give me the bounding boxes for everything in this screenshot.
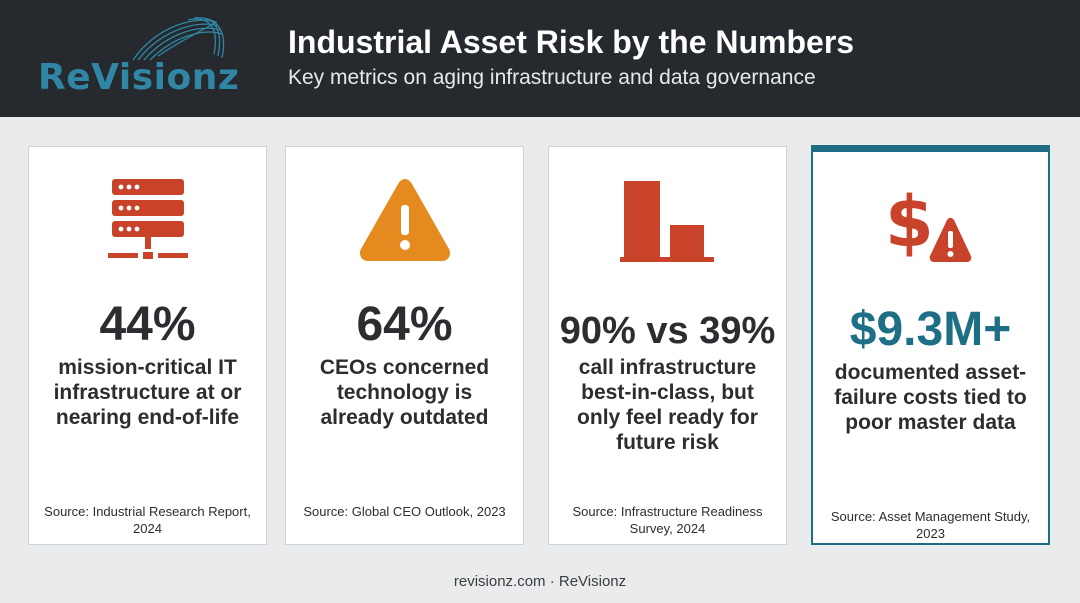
stat-value: $9.3M+ bbox=[849, 303, 1012, 356]
page-title: Industrial Asset Risk by the Numbers bbox=[288, 24, 855, 60]
logo-wordmark: ReVisionz bbox=[38, 57, 240, 98]
logo-swoosh-icon bbox=[132, 17, 225, 61]
bar-comparison-icon bbox=[619, 181, 714, 262]
stat-source: Source: Asset Management Study, 2023 bbox=[830, 509, 1031, 541]
stat-description: documented asset-failure costs tied to p… bbox=[834, 361, 1027, 434]
stat-description: mission-critical IT infrastructure at or… bbox=[53, 356, 242, 429]
page-subtitle: Key metrics on aging infrastructure and … bbox=[288, 66, 816, 89]
stat-source: Source: Industrial Research Report, 2024 bbox=[44, 504, 251, 536]
stat-value: 90% vs 39% bbox=[559, 310, 776, 352]
stat-description: CEOs concerned technology is already out… bbox=[319, 356, 490, 429]
stat-card-asset-failure: $ $9.3M+ documented asset-failure costs … bbox=[811, 145, 1050, 545]
stat-value: 64% bbox=[356, 298, 453, 351]
dollar-warning-icon: $ bbox=[885, 181, 971, 263]
stat-card-ceo-concern: 64% CEOs concerned technology is already… bbox=[285, 146, 524, 545]
warning-triangle-icon bbox=[359, 179, 450, 261]
stat-description: call infrastructure best-in-class, but o… bbox=[577, 356, 758, 454]
stat-source: Source: Global CEO Outlook, 2023 bbox=[303, 504, 506, 519]
stat-value: 44% bbox=[99, 298, 196, 351]
stat-card-readiness: 90% vs 39% call infrastructure best-in-c… bbox=[548, 146, 787, 545]
footer-credit: revisionz.com · ReVisionz bbox=[453, 573, 627, 590]
stat-card-end-of-life: 44% mission-critical IT infrastructure a… bbox=[28, 146, 267, 545]
header-banner: ReVisionz Industrial Asset Risk by the N… bbox=[0, 0, 1080, 117]
server-rack-icon bbox=[107, 179, 188, 259]
svg-text:$: $ bbox=[885, 181, 934, 263]
stat-source: Source: Infrastructure Readiness Survey,… bbox=[572, 504, 763, 536]
revisionz-logo: ReVisionz bbox=[38, 14, 240, 98]
